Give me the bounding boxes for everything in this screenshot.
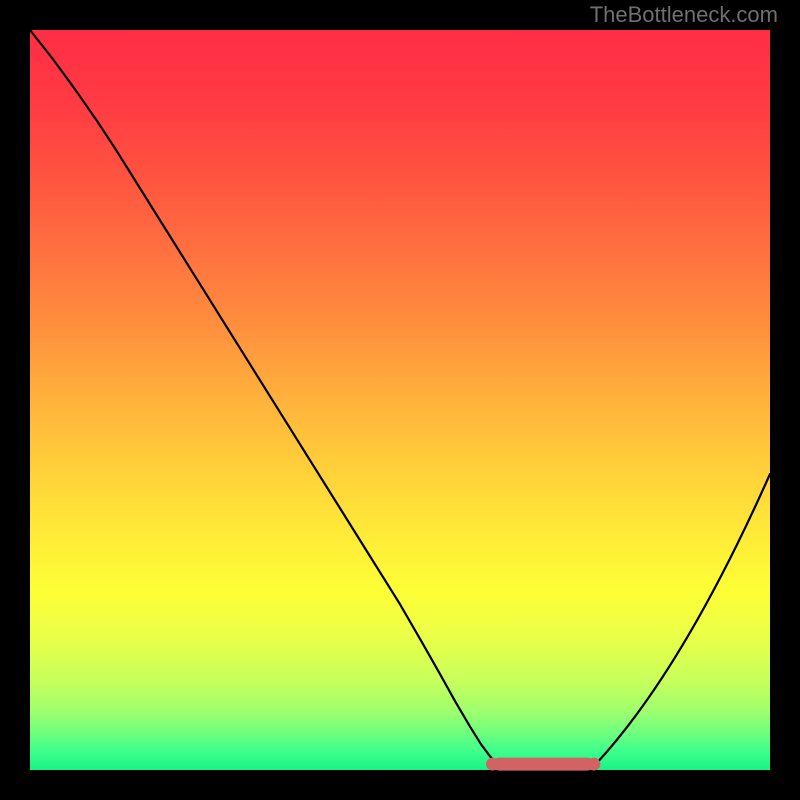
highlight-band-end-cap (587, 758, 600, 771)
plot-area (30, 30, 770, 770)
attribution-text: TheBottleneck.com (590, 2, 778, 27)
highlight-band-start-cap (486, 758, 499, 771)
bottleneck-chart: TheBottleneck.com (0, 0, 800, 800)
highlight-band (493, 758, 594, 771)
